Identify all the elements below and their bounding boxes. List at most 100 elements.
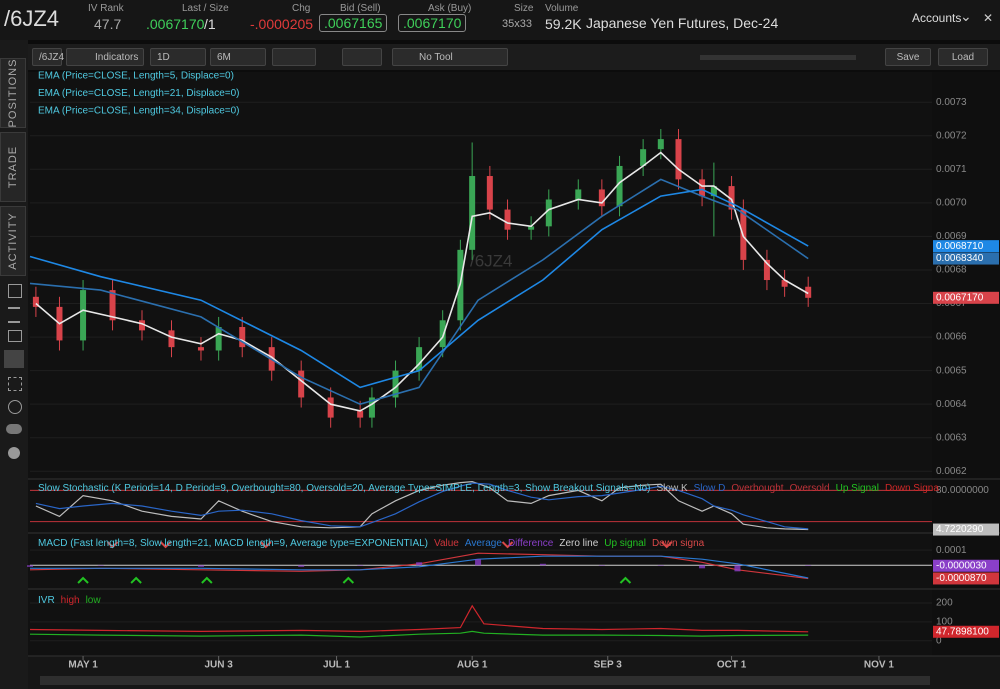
field-label: Chg [292, 3, 311, 14]
sidebar-tab[interactable]: TRADE [0, 132, 26, 202]
candle-body [469, 176, 476, 250]
signal-arrow [660, 541, 673, 549]
scrollbar[interactable] [40, 676, 930, 685]
series-line [30, 555, 809, 579]
y-tick-label: 0.0063 [936, 432, 967, 443]
value-label: -0.0000870 [936, 573, 987, 584]
sidebar-icon[interactable] [8, 400, 22, 414]
y-tick-label: 0.0066 [936, 332, 967, 343]
histogram-bar [699, 565, 706, 569]
legend-item: Oversold [790, 483, 830, 494]
sidebar-icon-active[interactable] [4, 350, 24, 368]
accounts-chevron[interactable]: ⌄ [960, 8, 972, 24]
symbol-box[interactable]: /6JZ4 [32, 48, 64, 66]
range-select[interactable]: 6M [210, 48, 266, 66]
study-legend: EMA (Price=CLOSE, Length=5, Displace=0) [38, 71, 234, 82]
sidebar-icon[interactable] [8, 377, 22, 391]
sidebar-tab[interactable]: POSITIONS [0, 58, 26, 128]
x-tick-label: MAY 1 [68, 660, 98, 671]
study-legend: EMA (Price=CLOSE, Length=21, Displace=0) [38, 88, 240, 99]
series-line [29, 552, 809, 580]
candle-body [32, 296, 39, 307]
candle-body [416, 347, 423, 371]
histogram-bar [475, 559, 482, 566]
signal-arrow [106, 541, 119, 549]
histogram-bar [598, 565, 605, 566]
candle-body [710, 186, 717, 197]
load-button[interactable]: Load [938, 48, 988, 66]
signal-arrow [130, 576, 142, 584]
y-tick-label: 0.0064 [936, 399, 967, 410]
sidebar-tab[interactable]: ACTIVITY [0, 206, 26, 276]
candle-body [239, 327, 246, 348]
legend-item: Slow K [657, 483, 688, 494]
close-icon[interactable]: ✕ [983, 11, 994, 25]
x-tick-label: SEP 3 [594, 660, 623, 671]
y-tick-label: 0.0001 [936, 545, 967, 556]
value-label: 0.0067170 [936, 292, 984, 303]
sidebar-icon[interactable] [8, 330, 22, 342]
candle-body [168, 330, 175, 348]
zoom-slider[interactable] [700, 55, 856, 60]
candle-body [392, 370, 399, 398]
save-button[interactable]: Save [885, 48, 931, 66]
candle-body [368, 397, 375, 418]
sidebar-icon[interactable] [6, 424, 22, 434]
aggregation-select[interactable]: 1D [150, 48, 206, 66]
symbol: /6JZ4 [4, 6, 60, 31]
accounts-button[interactable]: Accounts [912, 11, 962, 25]
tool-select[interactable]: No Tool [392, 48, 508, 66]
histogram-bar [416, 562, 423, 566]
field-label: Last / Size [182, 3, 229, 14]
field-value: -.0000205 [250, 16, 314, 32]
signal-arrow [159, 541, 172, 549]
candle-body [728, 186, 735, 210]
study-legend: Slow Stochastic (K Period=14, D Period=9… [38, 483, 939, 494]
x-tick-label: OCT 1 [717, 660, 747, 671]
field-value[interactable]: .0067165 [319, 14, 388, 32]
field-value: .0067170 [146, 16, 205, 32]
y-tick-label: 0 [936, 635, 942, 646]
candle-body [109, 290, 116, 321]
series-line [35, 480, 809, 531]
value-label: 4.7220290 [936, 524, 984, 535]
candle-body [327, 397, 334, 418]
series-line [29, 188, 809, 389]
signal-arrow [619, 576, 632, 584]
indicators-button[interactable]: Indicators [66, 48, 144, 66]
legend-item: Down Signa [885, 483, 939, 494]
study-title: IVR [38, 595, 55, 606]
series-line [29, 604, 809, 633]
drawing-select[interactable] [342, 48, 382, 66]
candle-body [575, 189, 582, 200]
y-tick-label: 0.0069 [936, 231, 967, 242]
field-value[interactable]: .0067170 [398, 14, 467, 32]
signal-arrow [201, 576, 213, 584]
sidebar-icon[interactable] [8, 307, 20, 323]
histogram-bar [97, 565, 104, 566]
value-label-box [933, 523, 999, 536]
field-label: Ask (Buy) [428, 3, 472, 14]
y-tick-label: 0.0072 [936, 130, 967, 141]
legend-item: Value [434, 538, 459, 549]
y-tick-label: 0.0070 [936, 198, 967, 209]
field-value: 35x33 [502, 18, 532, 30]
candle-body [545, 199, 552, 227]
study-legend: MACD (Fast length=8, Slow length=21, MAC… [38, 538, 705, 549]
sidebar-icon[interactable] [8, 447, 20, 459]
field-label: Size [514, 3, 534, 14]
series-line [29, 178, 809, 406]
candle-body [357, 410, 364, 418]
candle-body [616, 165, 623, 207]
x-tick-label: NOV 1 [864, 660, 894, 671]
histogram-bar [805, 565, 812, 566]
y-tick-label: 0.0062 [936, 466, 967, 477]
value-label-box [933, 252, 999, 265]
sidebar-icon[interactable] [8, 284, 22, 298]
candle-body [139, 320, 146, 331]
y-tick-label: 0.0073 [936, 97, 967, 108]
header-bar [0, 0, 1000, 40]
value-label-box [933, 572, 999, 585]
series-line [29, 630, 809, 638]
style-select[interactable] [272, 48, 316, 66]
